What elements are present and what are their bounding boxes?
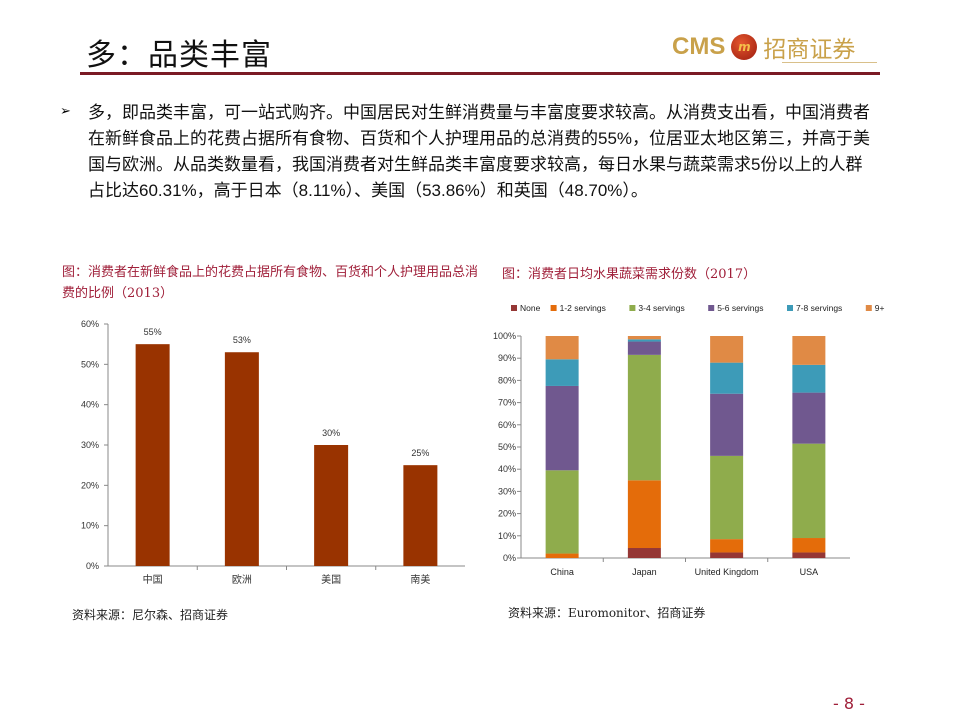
y-tick-label: 40% bbox=[498, 464, 516, 474]
page-number: - 8 - bbox=[833, 694, 865, 713]
y-tick-label: 20% bbox=[81, 480, 99, 490]
data-label: 53% bbox=[233, 335, 251, 345]
legend-swatch bbox=[787, 305, 793, 311]
bar-中国 bbox=[135, 344, 170, 566]
data-label: 25% bbox=[411, 448, 429, 458]
bar-segment-USA-3-4 servings bbox=[792, 443, 826, 539]
y-tick-label: 80% bbox=[498, 375, 516, 385]
legend-label: 3-4 servings bbox=[638, 303, 684, 313]
x-tick-label: 美国 bbox=[321, 573, 341, 586]
legend-label: 5-6 servings bbox=[717, 303, 763, 313]
bar-segment-Japan-7-8 servings bbox=[627, 339, 661, 342]
chart2-source: 资料来源：Euromonitor、招商证券 bbox=[508, 606, 706, 620]
page-title: 多：品类丰富 bbox=[86, 38, 272, 73]
legend-swatch bbox=[629, 305, 636, 311]
bar-欧洲 bbox=[224, 352, 259, 566]
chart1-source: 资料来源：尼尔森、招商证券 bbox=[72, 608, 229, 622]
bar-segment-USA-None bbox=[792, 552, 826, 558]
legend-swatch bbox=[865, 305, 872, 311]
y-tick-label: 50% bbox=[81, 359, 99, 369]
x-tick-label: 中国 bbox=[143, 573, 163, 586]
y-tick-label: 70% bbox=[498, 398, 516, 408]
bar-segment-United Kingdom-None bbox=[710, 552, 744, 558]
y-tick-label: 10% bbox=[498, 531, 516, 541]
bar-segment-Japan-9+ bbox=[627, 336, 661, 340]
y-tick-label: 10% bbox=[81, 521, 99, 531]
bar-segment-USA-7-8 servings bbox=[792, 364, 826, 393]
bar-segment-USA-5-6 servings bbox=[792, 392, 826, 444]
bar-segment-United Kingdom-1-2 servings bbox=[710, 539, 744, 553]
chart1-title: 图：消费者在新鲜食品上的花费占据所有食物、百货和个人护理用品总消费的比例（201… bbox=[62, 265, 479, 301]
bar-segment-China-9+ bbox=[545, 336, 579, 360]
x-tick-label: USA bbox=[800, 567, 819, 577]
x-tick-label: 南美 bbox=[410, 573, 430, 586]
bar-segment-China-5-6 servings bbox=[545, 385, 579, 471]
bar-segment-Japan-None bbox=[627, 548, 661, 558]
legend-swatch bbox=[708, 305, 715, 311]
bar-segment-Japan-3-4 servings bbox=[627, 354, 661, 481]
logo-text: CMS bbox=[672, 33, 726, 60]
bar-segment-USA-1-2 servings bbox=[792, 538, 826, 553]
legend-label: 9+ bbox=[875, 303, 885, 313]
cms-logo: CMS m 招商证券 bbox=[672, 30, 855, 64]
title-rule bbox=[80, 72, 880, 75]
bar-segment-China-7-8 servings bbox=[545, 359, 579, 386]
bar-segment-United Kingdom-5-6 servings bbox=[710, 393, 744, 456]
y-tick-label: 50% bbox=[498, 442, 516, 452]
bar-segment-United Kingdom-7-8 servings bbox=[710, 362, 744, 394]
y-tick-label: 0% bbox=[503, 553, 516, 563]
bar-segment-United Kingdom-9+ bbox=[710, 336, 744, 363]
x-tick-label: China bbox=[550, 567, 574, 577]
x-tick-label: 欧洲 bbox=[232, 574, 252, 586]
y-tick-label: 40% bbox=[81, 400, 99, 410]
logo-ball-icon: m bbox=[731, 34, 758, 60]
bullet-arrow-icon: ➢ bbox=[60, 104, 71, 119]
y-tick-label: 60% bbox=[81, 319, 99, 329]
bar-segment-Japan-5-6 servings bbox=[627, 341, 661, 355]
x-tick-label: Japan bbox=[632, 567, 657, 577]
data-label: 55% bbox=[144, 327, 162, 337]
bar-segment-United Kingdom-3-4 servings bbox=[710, 455, 744, 540]
legend-label: 1-2 servings bbox=[560, 303, 606, 313]
y-tick-label: 30% bbox=[498, 486, 516, 496]
bar-南美 bbox=[403, 465, 438, 566]
y-tick-label: 20% bbox=[498, 509, 516, 519]
legend-swatch bbox=[550, 305, 557, 311]
chart2-title: 图：消费者日均水果蔬菜需求份数（2017） bbox=[502, 267, 757, 282]
y-tick-label: 60% bbox=[498, 420, 516, 430]
logo-underline bbox=[782, 62, 877, 63]
y-tick-label: 100% bbox=[493, 331, 516, 341]
bar-segment-Japan-1-2 servings bbox=[627, 480, 661, 549]
bar-segment-USA-9+ bbox=[792, 336, 826, 365]
y-tick-label: 90% bbox=[498, 353, 516, 363]
bar-segment-China-1-2 servings bbox=[545, 553, 579, 558]
legend-label: 7-8 servings bbox=[796, 303, 842, 313]
data-label: 30% bbox=[322, 428, 340, 438]
legend-swatch bbox=[511, 305, 517, 311]
x-tick-label: United Kingdom bbox=[695, 567, 759, 577]
bar-segment-China-3-4 servings bbox=[545, 470, 579, 554]
y-tick-label: 0% bbox=[86, 561, 99, 571]
legend-label: None bbox=[520, 303, 541, 313]
logo-cn: 招商证券 bbox=[763, 37, 856, 63]
bar-美国 bbox=[314, 445, 349, 566]
body-paragraph: 多，即品类丰富，可一站式购齐。中国居民对生鲜消费量与丰富度要求较高。从消费支出看… bbox=[88, 103, 871, 200]
y-tick-label: 30% bbox=[81, 440, 99, 450]
